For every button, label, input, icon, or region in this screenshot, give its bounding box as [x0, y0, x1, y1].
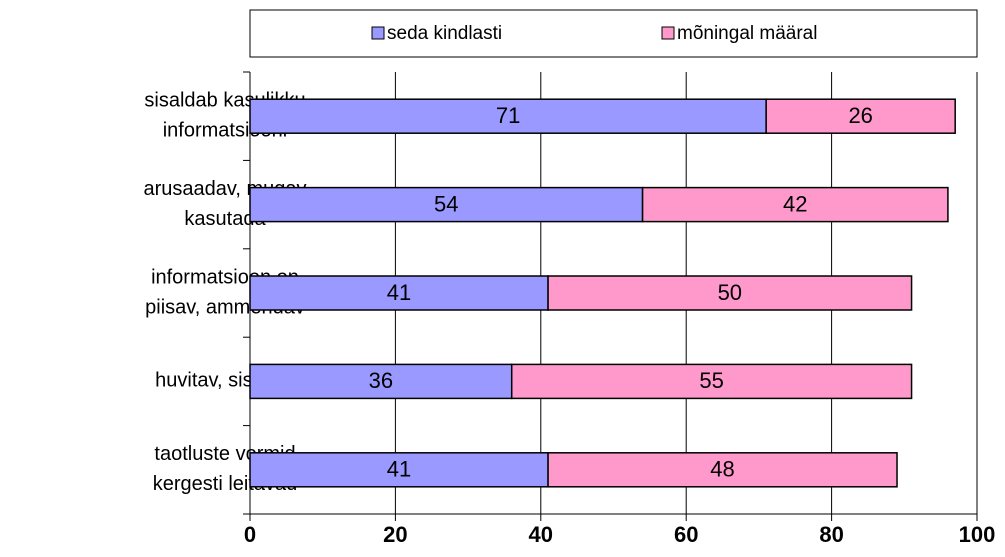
x-tick-label: 20 — [383, 522, 407, 547]
bar — [510, 363, 913, 400]
x-tick-label: 60 — [674, 522, 698, 547]
y-tick-label: kasutada — [184, 208, 266, 230]
bar-value-label: 26 — [848, 103, 872, 128]
bar — [547, 275, 913, 311]
bar — [249, 98, 767, 134]
bar-value-label: 42 — [783, 191, 807, 216]
bar — [249, 275, 549, 311]
bar — [641, 186, 949, 223]
bar-value-label: 50 — [718, 280, 742, 305]
legend-swatch — [371, 26, 385, 40]
legend-swatch — [661, 26, 675, 40]
x-tick-label: 100 — [959, 522, 996, 547]
bar — [547, 452, 898, 488]
bar — [249, 452, 549, 488]
bar-value-label: 36 — [369, 368, 393, 393]
legend-box — [249, 9, 978, 58]
bar-value-label: 54 — [434, 191, 458, 216]
legend-label: seda kindlasti — [387, 23, 502, 44]
x-tick-label: 40 — [529, 522, 553, 547]
bar — [765, 98, 956, 134]
bar-value-label: 41 — [387, 457, 411, 482]
bar-value-label: 71 — [496, 103, 520, 128]
legend-label: mõningal määral — [677, 23, 817, 44]
bar-value-label: 41 — [387, 280, 411, 305]
x-tick-label: 80 — [819, 522, 843, 547]
bar-value-label: 48 — [710, 457, 734, 482]
x-tick-label: 0 — [244, 522, 256, 547]
bar-value-label: 55 — [699, 368, 723, 393]
